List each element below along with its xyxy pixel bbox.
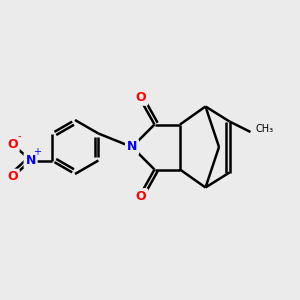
Text: O: O — [136, 190, 146, 203]
Text: N: N — [127, 140, 137, 154]
Text: O: O — [7, 170, 18, 184]
Text: O: O — [136, 91, 146, 104]
Text: CH₃: CH₃ — [255, 124, 273, 134]
Text: -: - — [17, 130, 21, 141]
Text: N: N — [26, 154, 36, 167]
Text: O: O — [7, 137, 18, 151]
Text: +: + — [33, 147, 41, 157]
